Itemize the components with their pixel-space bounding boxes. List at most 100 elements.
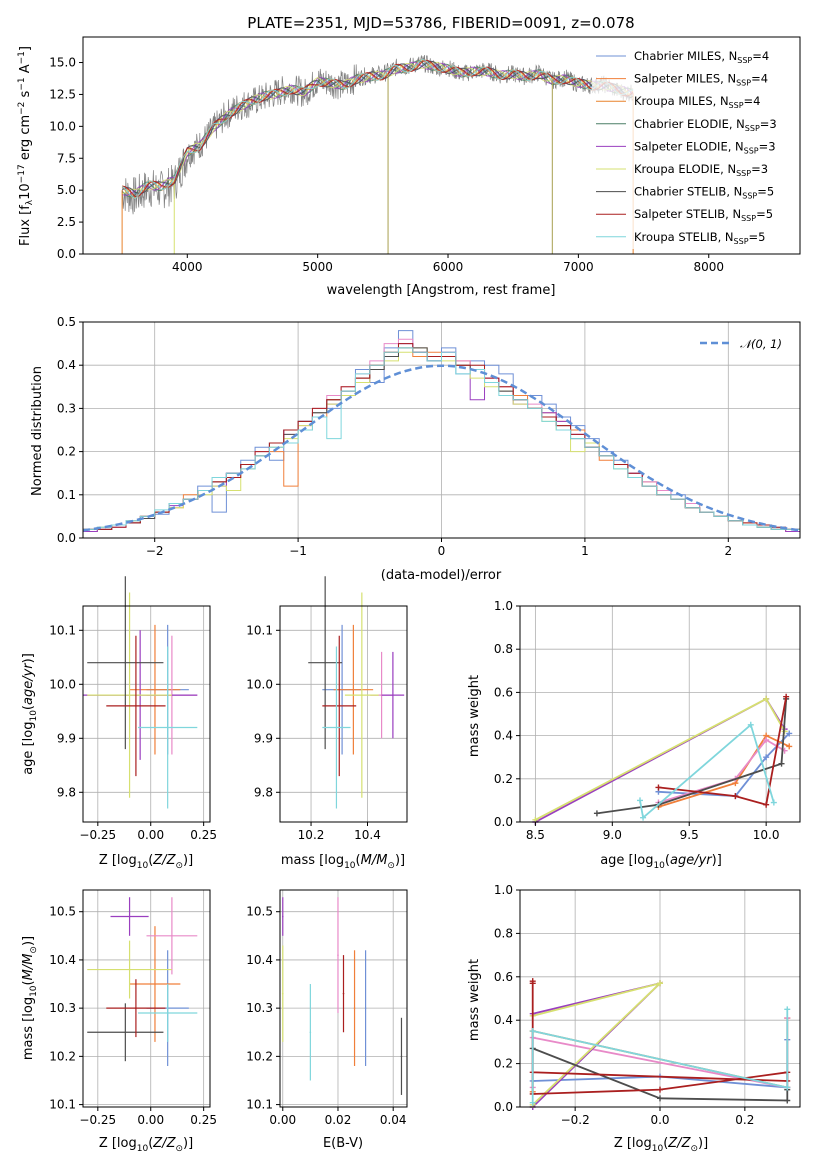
y-tick-label: 10.1 <box>246 1098 273 1112</box>
x-tick-label: 0.00 <box>137 828 164 842</box>
y-tick-label: 0.3 <box>57 401 76 415</box>
age-vs-mass-panel: 10.2 10.4 9.8 9.9 10.0 10.1 mass [log10(M/M⊙)… <box>246 576 408 871</box>
data-point <box>353 1007 356 1009</box>
p6-x-label: Z [log10(Z/Z⊙)] <box>99 1136 193 1154</box>
mass-weight-marker <box>784 1097 791 1104</box>
x-tick-label: 0 <box>438 544 446 558</box>
y-tick-label: 10.2 <box>246 1049 273 1063</box>
p5-x-label: age [log10(age/yr)] <box>600 853 722 871</box>
p6-y-label: mass [log10(M/M⊙)] <box>21 936 39 1060</box>
residual-histogram-panel: −2 −1 0 1 2 0.0 0.1 0.2 0.3 0.4 0.5 (data-model)/e… <box>30 315 801 583</box>
x-tick-label: 0.00 <box>269 1113 296 1127</box>
legend-entry: Chabrier STELIB, NSSP=5 <box>634 185 774 201</box>
data-point <box>135 1007 137 1009</box>
mass-weight-marker <box>763 736 770 743</box>
histogram-y-label: Normed distribution <box>30 366 45 496</box>
spectrum-legend: Chabrier MILES, NSSP=4 Salpeter MILES, NS… <box>592 43 796 249</box>
mass-weight-marker <box>732 793 739 800</box>
y-tick-label: 10.0 <box>49 677 76 691</box>
y-tick-label: 10.0 <box>49 119 76 133</box>
p5-axes-frame <box>519 605 801 823</box>
p4-x-label: mass [log10(M/M⊙)] <box>281 853 405 871</box>
y-tick-label: 12.5 <box>49 87 76 101</box>
x-tick-label: 5000 <box>302 260 333 274</box>
x-tick-label: 0.25 <box>190 1113 217 1127</box>
x-tick-label: −0.25 <box>79 1113 116 1127</box>
p1-axes-frame <box>82 36 801 255</box>
p3-y-label: age [log10(age/yr)] <box>21 653 39 775</box>
data-point <box>338 705 341 707</box>
mass-weight-line <box>532 1047 789 1102</box>
data-point <box>154 983 156 985</box>
y-tick-label: 0.4 <box>494 729 513 743</box>
data-point <box>281 915 284 918</box>
mass-weight-marker <box>657 1086 663 1093</box>
model-spectrum-line <box>121 58 634 200</box>
data-point <box>309 1031 312 1034</box>
mass-weight-marker <box>593 810 600 817</box>
mass-vs-metallicity-panel: −0.25 0.00 0.25 10.1 10.2 10.3 10.4 10.5 Z [log… <box>21 889 217 1154</box>
y-tick-label: 0.6 <box>494 685 513 699</box>
legend-entry: Kroupa ELODIE, NSSP=3 <box>634 162 768 178</box>
mass-weight-vs-age-panel: 8.5 9.0 9.5 10.0 0.0 0.2 0.4 0.6 0.8 1.0 age [log… <box>467 599 801 871</box>
x-tick-label: 6000 <box>433 260 464 274</box>
mass-weight-line <box>639 723 775 820</box>
mass-weight-marker <box>763 695 770 702</box>
y-tick-label: 7.5 <box>57 151 76 165</box>
spectrum-y-label: Flux [fλ10−17 erg cm−2 s−1 A−1] <box>17 46 35 246</box>
gaussian-legend-label: 𝒩(0, 1) <box>740 337 782 351</box>
mass-weight-marker <box>784 1006 791 1013</box>
data-point <box>342 992 345 995</box>
data-point <box>124 661 127 664</box>
legend-entry: Salpeter STELIB, NSSP=5 <box>634 207 773 223</box>
y-tick-label: 10.1 <box>246 623 273 637</box>
y-tick-label: 0.2 <box>57 445 76 459</box>
mass-weight-marker <box>784 1084 791 1091</box>
y-tick-label: 9.8 <box>57 785 76 799</box>
mass-weight-line <box>596 698 788 815</box>
y-tick-label: 10.1 <box>49 623 76 637</box>
y-tick-label: 0.1 <box>57 488 76 502</box>
mass-weight-vs-metallicity-panel: −0.2 0.0 0.2 0.0 0.2 0.4 0.6 0.8 1.0 Z [log10(Z/… <box>467 883 801 1154</box>
data-point <box>352 688 355 691</box>
y-tick-label: 0.0 <box>57 247 76 261</box>
x-tick-label: −0.25 <box>79 828 116 842</box>
data-point <box>392 694 394 696</box>
x-tick-label: 7000 <box>563 260 594 274</box>
x-tick-label: 0.0 <box>650 1113 669 1127</box>
mass-weight-marker <box>786 743 793 750</box>
x-tick-label: 9.0 <box>603 828 622 842</box>
data-point <box>128 968 131 971</box>
mass-weight-marker <box>770 799 777 806</box>
mass-weight-marker <box>778 760 785 767</box>
y-tick-label: 9.9 <box>254 731 273 745</box>
x-tick-label: 2 <box>724 544 732 558</box>
legend-entry: Salpeter ELODIE, NSSP=3 <box>634 139 776 155</box>
legend-entry: Chabrier MILES, NSSP=4 <box>634 49 769 65</box>
y-tick-label: 0.2 <box>494 1057 513 1071</box>
x-tick-label: 8.5 <box>526 828 545 842</box>
y-tick-label: 10.5 <box>246 905 273 919</box>
p7-x-label: E(B-V) <box>323 1136 363 1151</box>
legend-entry: Chabrier ELODIE, NSSP=3 <box>634 117 777 133</box>
mass-vs-extinction-panel: 0.00 0.02 0.04 10.1 10.2 10.3 10.4 10.5 E(B-V) <box>246 889 408 1151</box>
p8-x-label: Z [log10(Z/Z⊙)] <box>614 1136 708 1154</box>
x-tick-label: −2 <box>146 544 164 558</box>
mass-weight-line <box>658 738 786 804</box>
data-point <box>135 705 137 707</box>
y-tick-label: 1.0 <box>494 599 513 613</box>
y-tick-label: 10.4 <box>246 953 273 967</box>
p6-axes-frame <box>82 889 211 1108</box>
mass-weight-marker <box>529 980 536 987</box>
spectrum-x-label: wavelength [Angstrom, rest frame] <box>327 283 556 298</box>
p3-axes-frame <box>82 605 211 823</box>
data-point <box>166 1012 169 1014</box>
x-tick-label: 9.5 <box>680 828 699 842</box>
spectrum-panel: PLATE=2351, MJD=53786, FIBERID=0091, z=0… <box>17 14 801 298</box>
data-point <box>324 661 326 664</box>
y-tick-label: 0.5 <box>57 315 76 329</box>
mass-weight-marker <box>640 814 647 821</box>
mass-weight-marker <box>655 784 662 791</box>
mass-weight-marker <box>529 1099 536 1106</box>
